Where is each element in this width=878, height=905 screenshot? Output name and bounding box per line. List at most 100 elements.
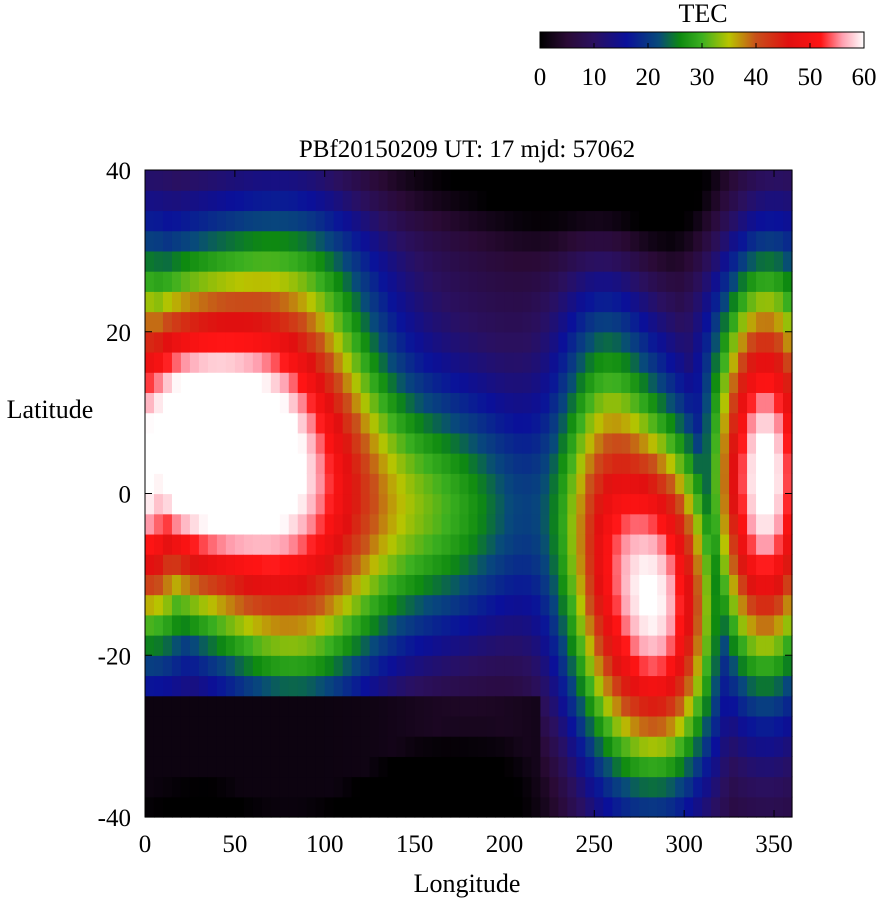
heatmap-cell xyxy=(567,796,577,818)
heatmap-cell xyxy=(405,655,416,677)
heatmap-cell xyxy=(441,655,452,677)
heatmap-cell xyxy=(603,736,613,757)
heatmap-cell xyxy=(234,695,245,717)
heatmap-cell xyxy=(558,655,568,677)
heatmap-cell xyxy=(567,271,577,292)
heatmap-cell xyxy=(657,715,667,737)
heatmap-cell xyxy=(594,271,604,292)
heatmap-cell xyxy=(378,715,389,737)
heatmap-cell xyxy=(756,493,766,515)
heatmap-cell xyxy=(207,311,218,333)
heatmap-cell xyxy=(585,574,595,596)
heatmap-cell xyxy=(729,311,739,333)
heatmap-cell xyxy=(756,170,766,191)
heatmap-cell xyxy=(441,736,452,757)
heatmap-cell xyxy=(162,614,173,636)
heatmap-cell xyxy=(594,675,604,697)
heatmap-cell xyxy=(171,695,182,717)
heatmap-cell xyxy=(216,776,227,798)
heatmap-cell xyxy=(405,291,416,313)
heatmap-cell xyxy=(603,291,613,313)
heatmap-cell xyxy=(576,432,586,454)
heatmap-cell xyxy=(693,271,703,292)
heatmap-cell xyxy=(513,210,524,232)
heatmap-cell xyxy=(378,210,389,232)
heatmap-cell xyxy=(486,190,497,212)
heatmap-cell xyxy=(360,675,371,697)
heatmap-cell xyxy=(279,372,290,394)
heatmap-cell xyxy=(360,372,371,394)
heatmap-cell xyxy=(675,756,685,778)
heatmap-cell xyxy=(567,392,577,414)
heatmap-cell xyxy=(684,190,694,212)
heatmap-cell xyxy=(495,493,506,515)
heatmap-cell xyxy=(297,190,308,212)
heatmap-cell xyxy=(180,432,191,454)
heatmap-cell xyxy=(603,614,613,636)
heatmap-cell xyxy=(747,554,757,575)
heatmap-cell xyxy=(585,432,595,454)
heatmap-cell xyxy=(441,291,452,313)
heatmap-cell xyxy=(639,473,649,495)
heatmap-cell xyxy=(198,271,209,292)
heatmap-cell xyxy=(783,392,793,414)
heatmap-cell xyxy=(315,715,326,737)
heatmap-cell xyxy=(693,190,703,212)
heatmap-cell xyxy=(171,493,182,515)
heatmap-cell xyxy=(648,230,658,252)
heatmap-cell xyxy=(504,250,515,272)
heatmap-cell xyxy=(477,533,488,555)
heatmap-cell xyxy=(288,614,299,636)
heatmap-cell xyxy=(486,715,497,737)
heatmap-cell xyxy=(738,190,748,212)
heatmap-cell xyxy=(729,736,739,757)
heatmap-cell xyxy=(648,513,658,535)
heatmap-cell xyxy=(666,533,676,555)
heatmap-cell xyxy=(351,271,362,292)
heatmap-cell xyxy=(558,230,568,252)
heatmap-cell xyxy=(468,756,479,778)
heatmap-cell xyxy=(324,250,335,272)
heatmap-cell xyxy=(180,170,191,191)
heatmap-cell xyxy=(189,533,200,555)
heatmap-cell xyxy=(153,715,164,737)
heatmap-cell xyxy=(396,493,407,515)
heatmap-cell xyxy=(270,473,281,495)
heatmap-cell xyxy=(234,170,245,191)
heatmap-cell xyxy=(585,776,595,798)
heatmap-cell xyxy=(639,655,649,677)
heatmap-cell xyxy=(234,736,245,757)
heatmap-cell xyxy=(594,594,604,616)
heatmap-cell xyxy=(576,453,586,474)
heatmap-cell xyxy=(603,493,613,515)
heatmap-cell xyxy=(495,756,506,778)
heatmap-cell xyxy=(738,351,748,373)
heatmap-cell xyxy=(756,210,766,232)
heatmap-cell xyxy=(396,351,407,373)
heatmap-cell xyxy=(288,170,299,191)
heatmap-cell xyxy=(747,776,757,798)
heatmap-cell xyxy=(450,432,461,454)
heatmap-cell xyxy=(145,331,155,353)
colorbar-tick-label: 20 xyxy=(636,64,661,91)
heatmap-cell xyxy=(225,715,236,737)
heatmap-cell xyxy=(756,675,766,697)
heatmap-cell xyxy=(738,392,748,414)
heatmap-cell xyxy=(342,372,353,394)
heatmap-cell xyxy=(666,170,676,191)
heatmap-cell xyxy=(468,493,479,515)
heatmap-cell xyxy=(684,372,694,394)
heatmap-cell xyxy=(360,473,371,495)
heatmap-cell xyxy=(711,392,721,414)
heatmap-cell xyxy=(405,453,416,474)
heatmap-cell xyxy=(207,554,218,575)
heatmap-cell xyxy=(387,756,398,778)
heatmap-cell xyxy=(765,554,775,575)
y-tick-label: -20 xyxy=(98,643,131,670)
heatmap-cell xyxy=(279,190,290,212)
heatmap-cell xyxy=(180,291,191,313)
heatmap-cell xyxy=(378,493,389,515)
heatmap-cell xyxy=(207,392,218,414)
heatmap-cell xyxy=(153,756,164,778)
heatmap-cell xyxy=(261,291,272,313)
